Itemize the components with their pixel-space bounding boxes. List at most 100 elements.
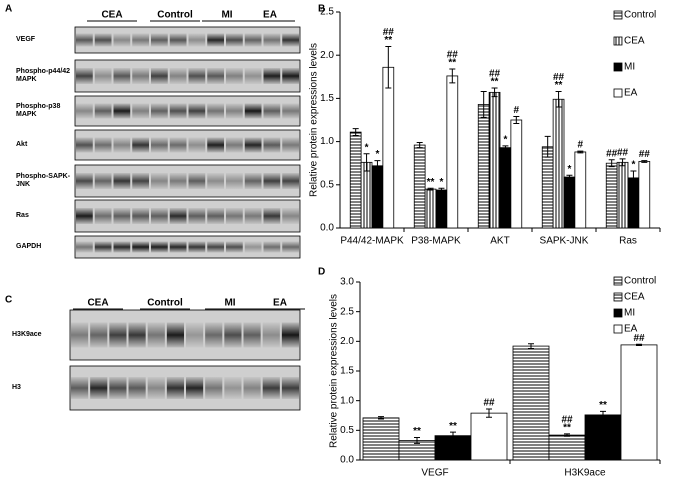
error-bar [352, 128, 359, 137]
blot-band [263, 137, 281, 153]
blot-band [166, 377, 184, 399]
y-tick-label: 0.0 [320, 223, 334, 234]
blot-band [207, 137, 224, 153]
bar [446, 75, 459, 229]
x-tick-label: SAPK-JNK [540, 236, 589, 247]
error-bar [641, 160, 648, 163]
blot-band [188, 33, 206, 47]
legend-label: Control [624, 276, 656, 287]
y-tick-label: 1.5 [340, 366, 354, 377]
blot-band [262, 322, 280, 348]
blot-band [151, 33, 168, 47]
bar [488, 91, 501, 229]
panel-label: D [318, 267, 325, 278]
x-tick-label: P38-MAPK [411, 236, 461, 247]
bar [510, 119, 523, 229]
y-axis-title: Relative protein expressions levels [329, 294, 340, 448]
blot-band [188, 103, 206, 119]
blot-band [76, 137, 93, 153]
blot-band [226, 68, 243, 84]
group-label: CEA [101, 10, 122, 21]
error-bar [416, 141, 423, 149]
significance-marker: ** [491, 77, 499, 88]
bar [362, 417, 400, 461]
significance-marker: ## [383, 27, 395, 38]
blot-band [132, 103, 149, 119]
error-bar [449, 68, 456, 84]
blot-band [169, 33, 187, 47]
significance-marker: ## [633, 333, 645, 344]
blot-band [71, 377, 89, 399]
blot-band [281, 322, 299, 348]
bar [382, 66, 395, 229]
blot-band [262, 377, 280, 399]
bar [371, 165, 384, 229]
significance-marker: ## [617, 148, 629, 159]
blot-band [263, 103, 281, 119]
blot-band [113, 103, 131, 119]
significance-marker: ## [489, 69, 501, 80]
error-bar [630, 170, 637, 186]
blot-band [207, 173, 224, 189]
legend-swatch [613, 276, 623, 286]
blot-band [113, 68, 131, 84]
legend-label: Control [624, 10, 656, 21]
blot-band [188, 173, 206, 189]
legend-label: EA [624, 324, 638, 335]
y-tick-label: 1.0 [340, 395, 354, 406]
blot-band [90, 377, 108, 399]
bar [574, 151, 587, 229]
blot-band [263, 173, 281, 189]
bar [638, 161, 651, 229]
blot-band [151, 68, 168, 84]
blot-band [132, 208, 149, 224]
blot-band [109, 322, 127, 348]
error-bar [636, 343, 642, 346]
error-bar [374, 160, 381, 172]
blot-band [282, 173, 299, 189]
x-tick-label: Ras [619, 236, 637, 247]
blot-band [282, 68, 299, 84]
blot-band [94, 208, 112, 224]
blot-band [263, 241, 281, 253]
blot-band [263, 68, 281, 84]
bar [413, 144, 426, 229]
bar [360, 161, 373, 229]
significance-marker: * [567, 164, 571, 175]
blot-band [94, 68, 112, 84]
group-label: Control [147, 298, 183, 309]
blot-band [76, 68, 93, 84]
x-tick-label: AKT [490, 236, 509, 247]
group-label: Control [157, 10, 193, 21]
legend-swatch [613, 292, 623, 302]
blot-band [113, 33, 131, 47]
blot-band [94, 103, 112, 119]
significance-marker: ** [448, 58, 456, 69]
significance-marker: ** [555, 80, 563, 91]
blot-band [132, 241, 149, 253]
blot-strip [74, 199, 301, 233]
blot-band [76, 241, 93, 253]
x-tick-label: VEGF [421, 468, 448, 478]
bar [477, 104, 490, 229]
y-tick-label: 2.5 [340, 306, 354, 317]
significance-marker: * [631, 160, 635, 171]
bar [616, 161, 629, 229]
row-label: GAPDH [16, 243, 42, 250]
blot-band [282, 33, 299, 47]
blot-band [226, 103, 243, 119]
y-tick-label: 0.5 [320, 179, 334, 190]
blot-band [243, 377, 261, 399]
legend-swatch [613, 62, 623, 72]
blot-band [244, 103, 262, 119]
blot-band [224, 322, 242, 348]
blot-band [207, 33, 224, 47]
y-tick-label: 1.0 [320, 136, 334, 147]
row-label: Ras [16, 212, 29, 219]
blot-band [94, 241, 112, 253]
error-bar [608, 159, 615, 168]
blot-band [282, 137, 299, 153]
blot-band [113, 241, 131, 253]
blot-band [207, 103, 224, 119]
blot-band [169, 173, 187, 189]
